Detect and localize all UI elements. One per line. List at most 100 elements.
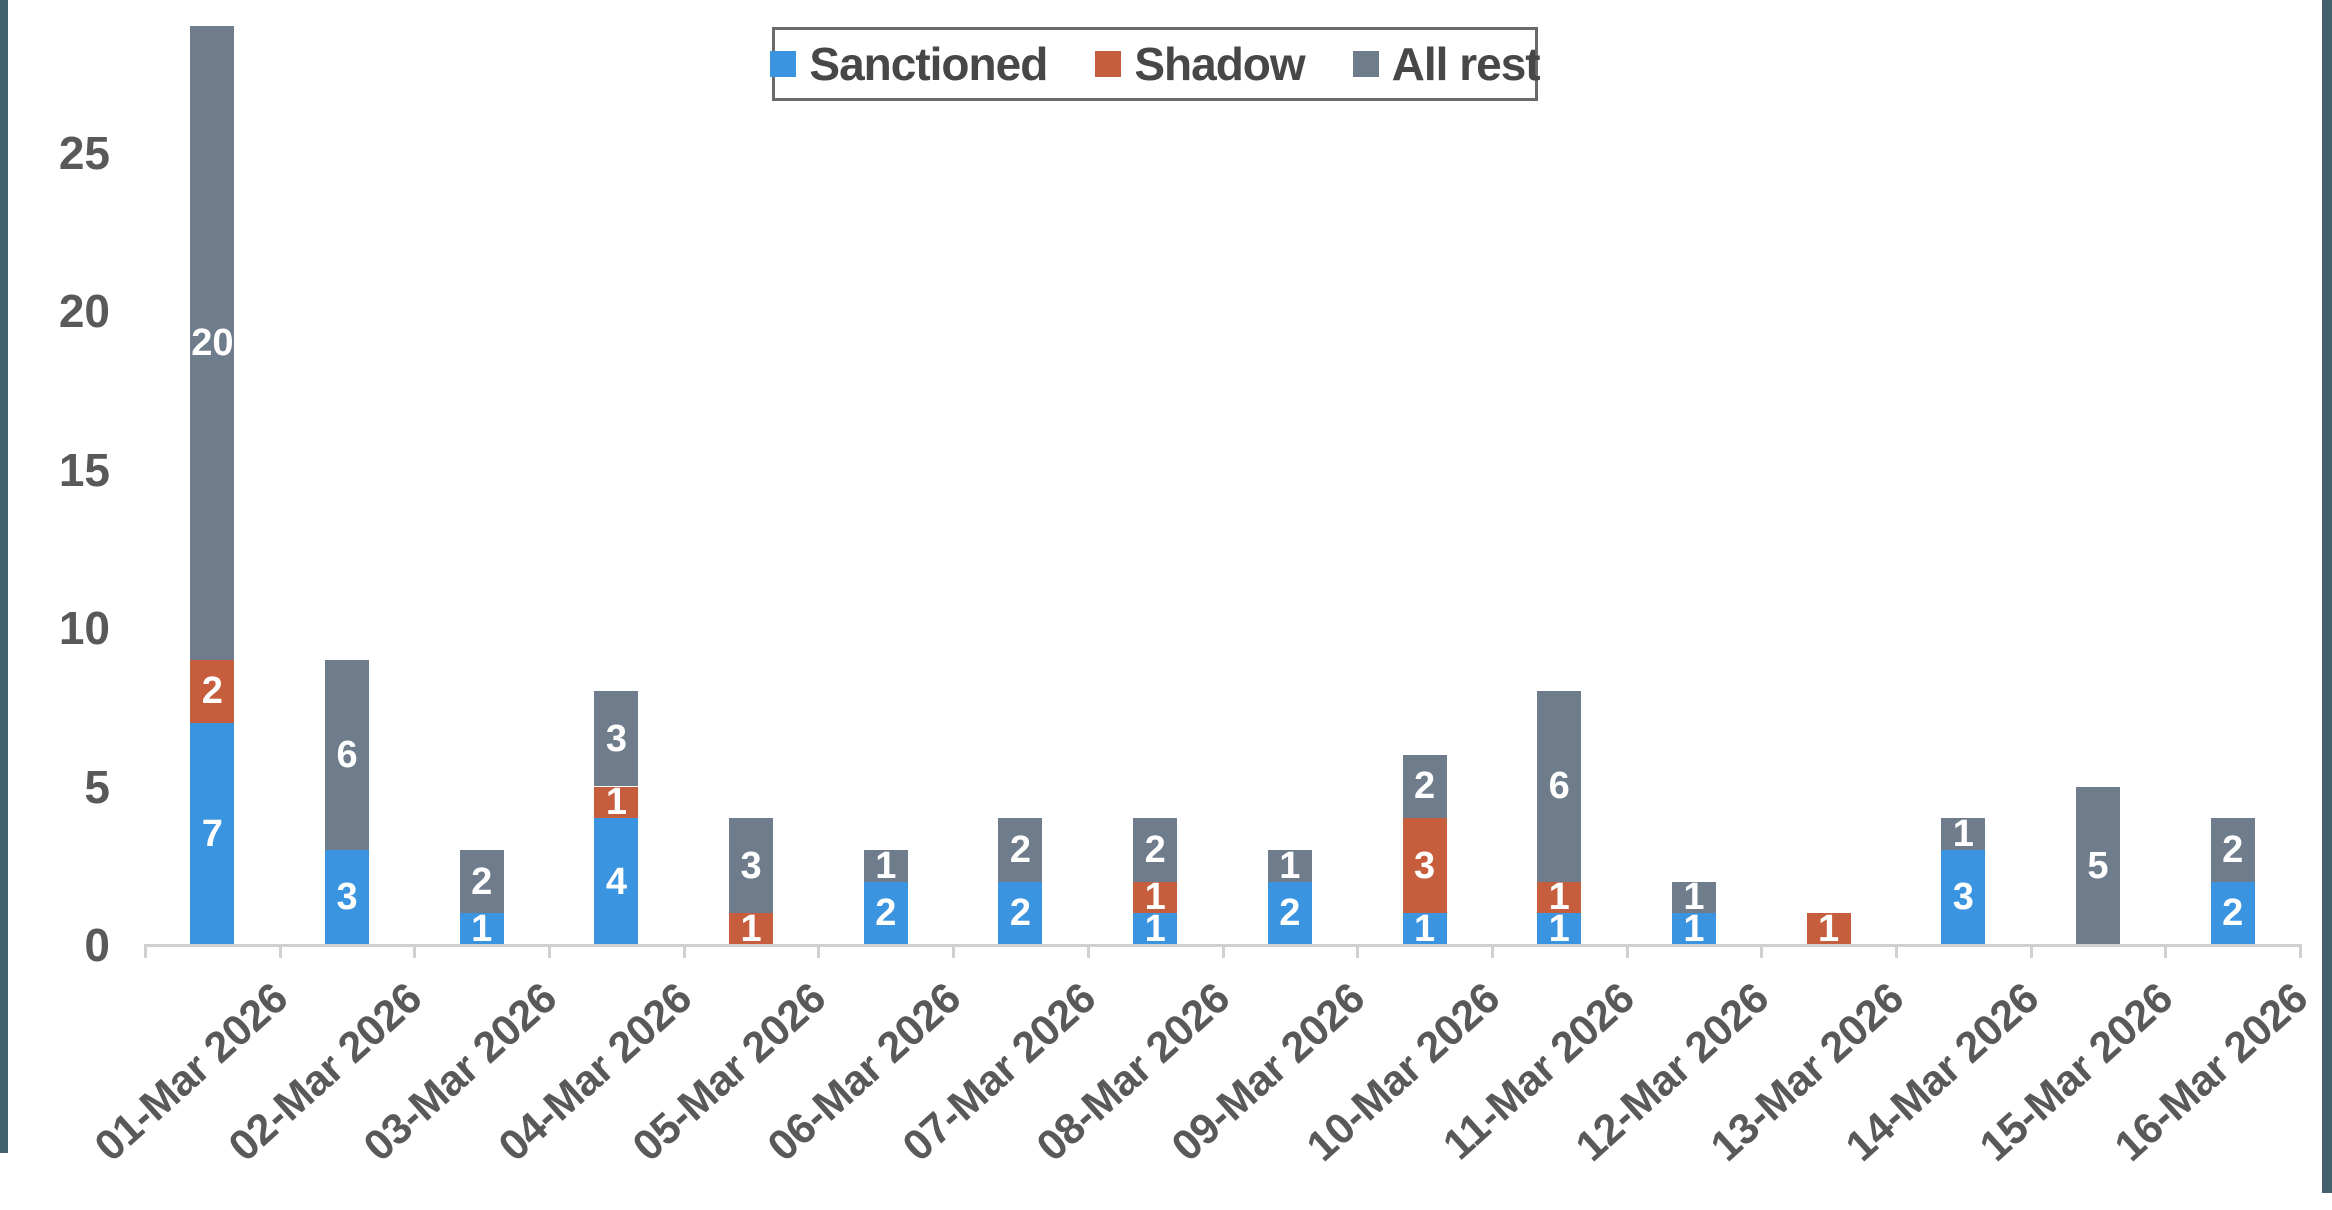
bar-value-label: 2 (201, 670, 223, 713)
bar-segment-all-rest-05: 3 (729, 818, 774, 914)
bar-segment-all-rest-08: 2 (1133, 818, 1178, 882)
bar-segment-sanctioned-12: 1 (1671, 908, 1716, 951)
bar-segment-all-rest-06: 1 (863, 844, 908, 887)
x-axis-tick (1221, 944, 1225, 958)
legend-swatch-sanctioned (770, 51, 797, 77)
legend-item-all-rest: All rest (1352, 37, 1541, 91)
legend-label-all-rest: All rest (1391, 38, 1541, 90)
bar-segment-shadow-04: 1 (594, 783, 639, 821)
bar-segment-shadow-08: 1 (1133, 878, 1178, 916)
y-axis-tick-label: 20 (58, 285, 110, 337)
bar-segment-all-rest-14: 1 (1941, 813, 1986, 856)
bar-value-label: 2 (2222, 828, 2244, 871)
bar-segment-shadow-05: 1 (729, 910, 774, 948)
legend-label-sanctioned: Sanctioned (809, 38, 1048, 90)
window-edge-right (2322, 0, 2332, 1193)
x-axis-tick (1760, 944, 1764, 958)
bar-segment-all-rest-04: 3 (594, 691, 639, 787)
x-axis-tick (2029, 944, 2033, 958)
legend-item-sanctioned: Sanctioned (770, 37, 1048, 91)
window-edge-left (0, 0, 8, 1153)
bar-value-label: 2 (471, 860, 493, 903)
bar-value-label: 1 (605, 781, 627, 824)
bar-value-label: 1 (1413, 908, 1436, 951)
bar-segment-sanctioned-01: 7 (190, 723, 235, 945)
y-axis-tick-label: 0 (84, 919, 110, 971)
bar-value-label: 3 (1413, 844, 1436, 887)
bar-value-label: 2 (1279, 892, 1301, 935)
bar-value-label: 5 (2087, 844, 2109, 887)
bar-segment-sanctioned-11: 1 (1537, 908, 1582, 951)
bar-value-label: 4 (605, 860, 627, 903)
bar-value-label: 1 (1144, 908, 1166, 951)
bar-segment-shadow-13: 1 (1806, 910, 1851, 948)
x-axis-tick (952, 944, 956, 958)
y-axis-tick-label: 25 (58, 126, 110, 179)
bar-segment-sanctioned-06: 2 (863, 881, 908, 945)
bar-segment-all-rest-01: 20 (190, 25, 235, 660)
bar-segment-sanctioned-07: 2 (998, 881, 1043, 945)
bar-segment-shadow-11: 1 (1537, 878, 1582, 916)
bar-segment-all-rest-11: 6 (1537, 691, 1582, 882)
x-axis-tick (817, 944, 821, 958)
legend-swatch-shadow (1095, 51, 1122, 77)
y-axis-tick-label: 15 (58, 443, 110, 496)
legend: Sanctioned Shadow All rest (770, 27, 1541, 101)
x-axis-tick (413, 944, 417, 958)
bar-segment-all-rest-16: 2 (2210, 818, 2255, 882)
bar-value-label: 20 (191, 321, 234, 364)
bar-segment-shadow-10: 3 (1402, 818, 1447, 914)
bar-value-label: 2 (1009, 828, 1032, 871)
bar-segment-all-rest-07: 2 (998, 818, 1043, 882)
bar-segment-sanctioned-14: 3 (1941, 849, 1986, 945)
bar-value-label: 1 (1683, 908, 1705, 951)
legend-item-shadow: Shadow (1095, 37, 1306, 91)
bar-value-label: 1 (471, 908, 493, 951)
bar-segment-all-rest-03: 2 (459, 849, 504, 914)
x-axis-tick (2164, 944, 2168, 958)
bar-value-label: 3 (1952, 876, 1974, 919)
bar-value-label: 3 (605, 717, 627, 760)
bar-segment-all-rest-12: 1 (1671, 878, 1716, 916)
bar-value-label: 1 (1548, 876, 1570, 919)
bar-segment-shadow-01: 2 (190, 659, 235, 724)
bar-value-label: 2 (2222, 892, 2244, 935)
bar-value-label: 1 (875, 844, 897, 887)
bar-value-label: 3 (740, 844, 762, 887)
bar-value-label: 1 (1683, 876, 1705, 919)
bar-value-label: 6 (1548, 765, 1570, 808)
legend-label-shadow: Shadow (1134, 38, 1305, 90)
bar-value-label: 6 (336, 733, 358, 776)
bar-segment-all-rest-10: 2 (1402, 754, 1447, 819)
bar-value-label: 1 (1548, 908, 1570, 951)
bar-segment-sanctioned-03: 1 (459, 908, 504, 951)
bar-segment-sanctioned-02: 3 (325, 849, 370, 945)
y-axis-tick-label: 5 (84, 760, 110, 813)
bar-segment-sanctioned-10: 1 (1402, 908, 1447, 951)
x-axis-tick (1086, 944, 1090, 958)
x-axis-tick (2299, 944, 2302, 958)
legend-swatch-all-rest (1352, 51, 1379, 77)
x-axis-tick (278, 944, 282, 958)
bar-segment-sanctioned-09: 2 (1267, 881, 1312, 945)
bar-value-label: 1 (1279, 844, 1301, 887)
bar-value-label: 2 (1144, 828, 1166, 871)
bar-value-label: 1 (1952, 813, 1974, 856)
bar-segment-all-rest-09: 1 (1267, 844, 1312, 887)
x-axis-tick (1625, 944, 1629, 958)
bar-segment-sanctioned-04: 4 (594, 818, 639, 945)
x-axis-tick (682, 944, 686, 958)
x-axis-tick (1356, 944, 1360, 958)
bar-value-label: 1 (1144, 876, 1166, 919)
bar-segment-sanctioned-08: 1 (1133, 908, 1178, 951)
bar-value-label: 3 (336, 876, 358, 919)
x-axis-tick (144, 944, 147, 958)
bar-segment-all-rest-15: 5 (2075, 786, 2120, 945)
bar-segment-sanctioned-16: 2 (2210, 881, 2255, 945)
bar-value-label: 7 (201, 813, 223, 856)
x-axis-tick (548, 944, 552, 958)
bar-value-label: 2 (1009, 892, 1032, 935)
x-axis-tick (1490, 944, 1494, 958)
bar-value-label: 2 (1413, 765, 1436, 808)
